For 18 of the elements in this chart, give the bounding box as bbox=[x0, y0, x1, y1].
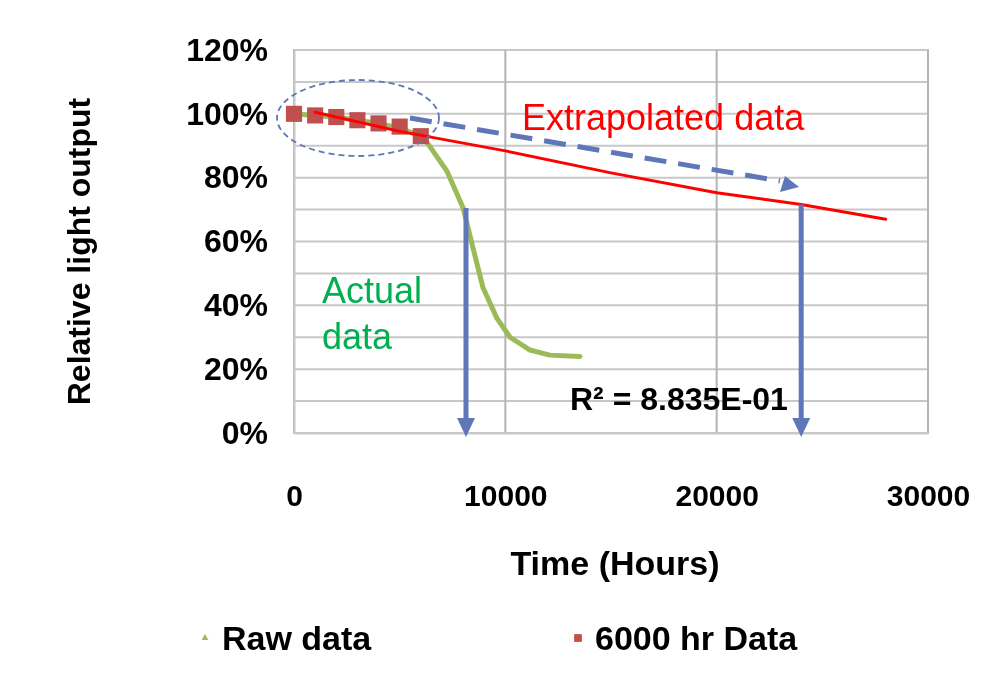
y-tick-label: 60% bbox=[203, 223, 268, 260]
y-tick-label: 40% bbox=[203, 287, 268, 324]
x-tick-label: 30000 bbox=[886, 479, 971, 513]
x-tick-label: 10000 bbox=[464, 479, 548, 513]
y-axis-title: Relative light output bbox=[61, 97, 97, 406]
x-axis-title: Time (Hours) bbox=[510, 544, 720, 582]
y-tick-label: 100% bbox=[186, 95, 268, 132]
y-tick-label: 120% bbox=[186, 31, 268, 68]
legend-label: 6000 hr Data bbox=[595, 619, 799, 657]
x-tick-label: 20000 bbox=[675, 479, 759, 513]
y-tick-label: 80% bbox=[203, 159, 268, 196]
legend-label: Raw data bbox=[222, 619, 373, 657]
y-tick-label: 20% bbox=[203, 350, 268, 387]
annotation: Extrapolated data bbox=[522, 97, 806, 138]
x-tick-label: 0 bbox=[286, 479, 303, 513]
y-tick-label: 0% bbox=[221, 414, 268, 451]
annotation: Actual data bbox=[322, 270, 423, 357]
annotation: R² = 8.835E-01 bbox=[570, 381, 788, 417]
